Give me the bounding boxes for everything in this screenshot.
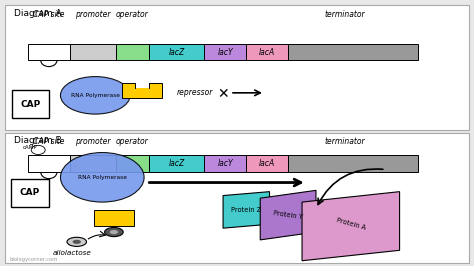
Ellipse shape	[67, 237, 86, 246]
Ellipse shape	[105, 227, 123, 237]
FancyBboxPatch shape	[5, 133, 469, 263]
Text: Protein Z: Protein Z	[231, 207, 261, 213]
Ellipse shape	[61, 152, 144, 202]
Bar	[204, 155, 246, 172]
Text: operator: operator	[116, 137, 149, 146]
FancyBboxPatch shape	[12, 90, 49, 118]
Text: lacY: lacY	[218, 159, 233, 168]
Text: lacA: lacA	[259, 48, 275, 57]
Polygon shape	[302, 192, 400, 261]
Text: promoter: promoter	[75, 137, 111, 146]
Text: RNA Polymerase: RNA Polymerase	[78, 175, 127, 180]
Text: RNA Polymerase: RNA Polymerase	[71, 93, 120, 98]
Text: repressor: repressor	[177, 88, 213, 97]
Text: lacA: lacA	[259, 159, 275, 168]
Text: CAP site: CAP site	[33, 137, 64, 146]
Bar	[116, 155, 149, 172]
Text: lacZ: lacZ	[168, 159, 185, 168]
Text: operator: operator	[116, 10, 149, 19]
Text: promoter: promoter	[75, 10, 111, 19]
Bar	[246, 44, 288, 60]
Text: allolactose: allolactose	[53, 250, 91, 256]
Text: Protein Y: Protein Y	[273, 210, 303, 220]
Text: Diagram B: Diagram B	[14, 136, 62, 145]
Text: CAP: CAP	[20, 188, 40, 197]
Ellipse shape	[61, 77, 130, 114]
Text: Diagram A: Diagram A	[14, 9, 62, 18]
Bar	[135, 83, 149, 88]
Polygon shape	[260, 190, 316, 240]
Text: lacY: lacY	[218, 48, 233, 57]
Ellipse shape	[73, 240, 81, 244]
Ellipse shape	[31, 146, 45, 155]
Bar	[149, 44, 204, 60]
FancyBboxPatch shape	[5, 5, 469, 130]
Bar	[288, 155, 418, 172]
Text: Protein A: Protein A	[336, 217, 366, 231]
Bar	[70, 44, 116, 60]
Text: biologycorner.com: biologycorner.com	[9, 257, 58, 262]
Bar	[288, 44, 418, 60]
Text: CAP: CAP	[20, 99, 40, 109]
Ellipse shape	[109, 230, 118, 234]
Bar	[116, 44, 149, 60]
FancyBboxPatch shape	[11, 179, 49, 207]
Bar	[149, 155, 204, 172]
Bar	[70, 155, 116, 172]
Bar	[28, 155, 70, 172]
Text: ✕: ✕	[217, 87, 229, 101]
Bar	[204, 44, 246, 60]
Text: terminator: terminator	[324, 137, 365, 146]
Bar	[28, 44, 70, 60]
Text: lacZ: lacZ	[168, 48, 185, 57]
Bar	[122, 83, 162, 98]
Bar	[94, 210, 134, 226]
Text: cAMP: cAMP	[22, 145, 37, 150]
Bar	[246, 155, 288, 172]
Text: CAP site: CAP site	[33, 10, 64, 19]
Polygon shape	[223, 192, 270, 228]
Text: terminator: terminator	[324, 10, 365, 19]
